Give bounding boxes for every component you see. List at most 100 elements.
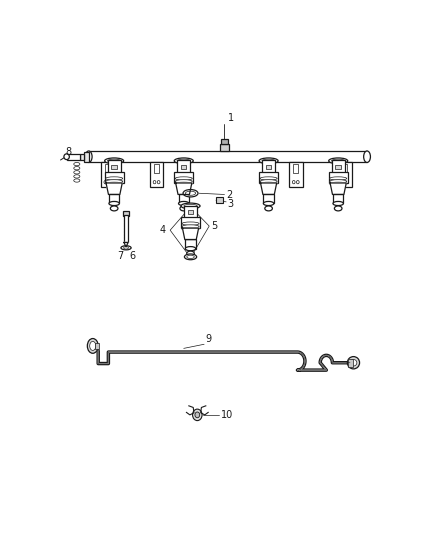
- Bar: [181, 217, 200, 228]
- Bar: [109, 193, 120, 204]
- Text: 3: 3: [227, 199, 233, 209]
- Text: 4: 4: [160, 225, 166, 235]
- Ellipse shape: [182, 222, 199, 225]
- Ellipse shape: [334, 206, 342, 211]
- Bar: [177, 160, 191, 173]
- Circle shape: [293, 181, 295, 184]
- Polygon shape: [261, 183, 277, 195]
- Ellipse shape: [263, 201, 274, 206]
- Bar: [174, 172, 193, 183]
- Text: 5: 5: [211, 221, 217, 231]
- Ellipse shape: [333, 201, 343, 206]
- Circle shape: [153, 181, 156, 184]
- Ellipse shape: [110, 206, 118, 211]
- Ellipse shape: [109, 201, 120, 206]
- Bar: [348, 359, 353, 367]
- Bar: [266, 165, 271, 169]
- Ellipse shape: [185, 191, 196, 195]
- Bar: [107, 160, 121, 173]
- Text: 6: 6: [130, 251, 135, 261]
- Ellipse shape: [260, 177, 277, 180]
- Bar: [343, 164, 347, 173]
- Text: 7: 7: [117, 251, 124, 261]
- Ellipse shape: [364, 151, 371, 163]
- Text: 2: 2: [226, 190, 233, 200]
- Bar: [336, 165, 341, 169]
- Ellipse shape: [187, 255, 194, 259]
- Polygon shape: [176, 183, 192, 195]
- Bar: [84, 152, 89, 161]
- Bar: [221, 140, 228, 144]
- Ellipse shape: [64, 154, 69, 159]
- Ellipse shape: [350, 359, 357, 366]
- Ellipse shape: [106, 177, 123, 180]
- Ellipse shape: [184, 204, 197, 207]
- Bar: [179, 193, 189, 204]
- Polygon shape: [106, 183, 122, 195]
- Polygon shape: [124, 243, 128, 247]
- Bar: [220, 144, 229, 151]
- Bar: [328, 172, 348, 183]
- Ellipse shape: [175, 182, 192, 185]
- Ellipse shape: [87, 338, 98, 353]
- Bar: [216, 197, 223, 204]
- Ellipse shape: [85, 151, 92, 163]
- Ellipse shape: [330, 180, 347, 183]
- Bar: [259, 172, 278, 183]
- Ellipse shape: [260, 180, 277, 183]
- Ellipse shape: [185, 247, 196, 251]
- Ellipse shape: [180, 206, 187, 211]
- Ellipse shape: [332, 159, 345, 163]
- Ellipse shape: [181, 203, 200, 209]
- Text: 8: 8: [65, 147, 71, 157]
- Circle shape: [157, 181, 160, 184]
- Ellipse shape: [105, 158, 124, 164]
- Bar: [105, 172, 124, 183]
- Bar: [88, 151, 367, 163]
- Ellipse shape: [177, 159, 191, 163]
- Ellipse shape: [347, 357, 360, 369]
- Ellipse shape: [183, 190, 198, 197]
- Ellipse shape: [107, 159, 121, 163]
- Ellipse shape: [182, 227, 199, 231]
- Bar: [123, 211, 129, 216]
- Bar: [333, 193, 343, 204]
- Bar: [289, 161, 303, 187]
- Bar: [185, 239, 196, 248]
- Bar: [188, 210, 193, 214]
- Ellipse shape: [121, 246, 131, 250]
- Ellipse shape: [106, 180, 123, 183]
- Bar: [67, 154, 80, 159]
- Circle shape: [104, 181, 107, 184]
- Circle shape: [108, 181, 111, 184]
- Text: 10: 10: [221, 410, 233, 420]
- Ellipse shape: [175, 177, 192, 180]
- Ellipse shape: [259, 158, 278, 164]
- Ellipse shape: [175, 180, 192, 183]
- Ellipse shape: [182, 225, 199, 228]
- Ellipse shape: [187, 251, 194, 256]
- Bar: [124, 215, 128, 243]
- Bar: [332, 160, 345, 173]
- Bar: [181, 165, 187, 169]
- Circle shape: [195, 412, 200, 418]
- Ellipse shape: [260, 182, 277, 185]
- Circle shape: [193, 409, 202, 421]
- Ellipse shape: [184, 254, 197, 260]
- Text: 1: 1: [228, 113, 234, 123]
- Circle shape: [346, 181, 348, 184]
- Bar: [111, 165, 117, 169]
- Ellipse shape: [179, 201, 189, 206]
- Bar: [95, 343, 99, 349]
- Bar: [293, 164, 298, 173]
- Ellipse shape: [124, 247, 128, 249]
- Polygon shape: [183, 228, 198, 240]
- Ellipse shape: [262, 159, 275, 163]
- Bar: [101, 161, 114, 187]
- Polygon shape: [330, 183, 346, 195]
- Ellipse shape: [90, 342, 96, 350]
- Ellipse shape: [330, 182, 347, 185]
- Circle shape: [342, 181, 344, 184]
- Ellipse shape: [106, 182, 123, 185]
- Bar: [80, 154, 84, 160]
